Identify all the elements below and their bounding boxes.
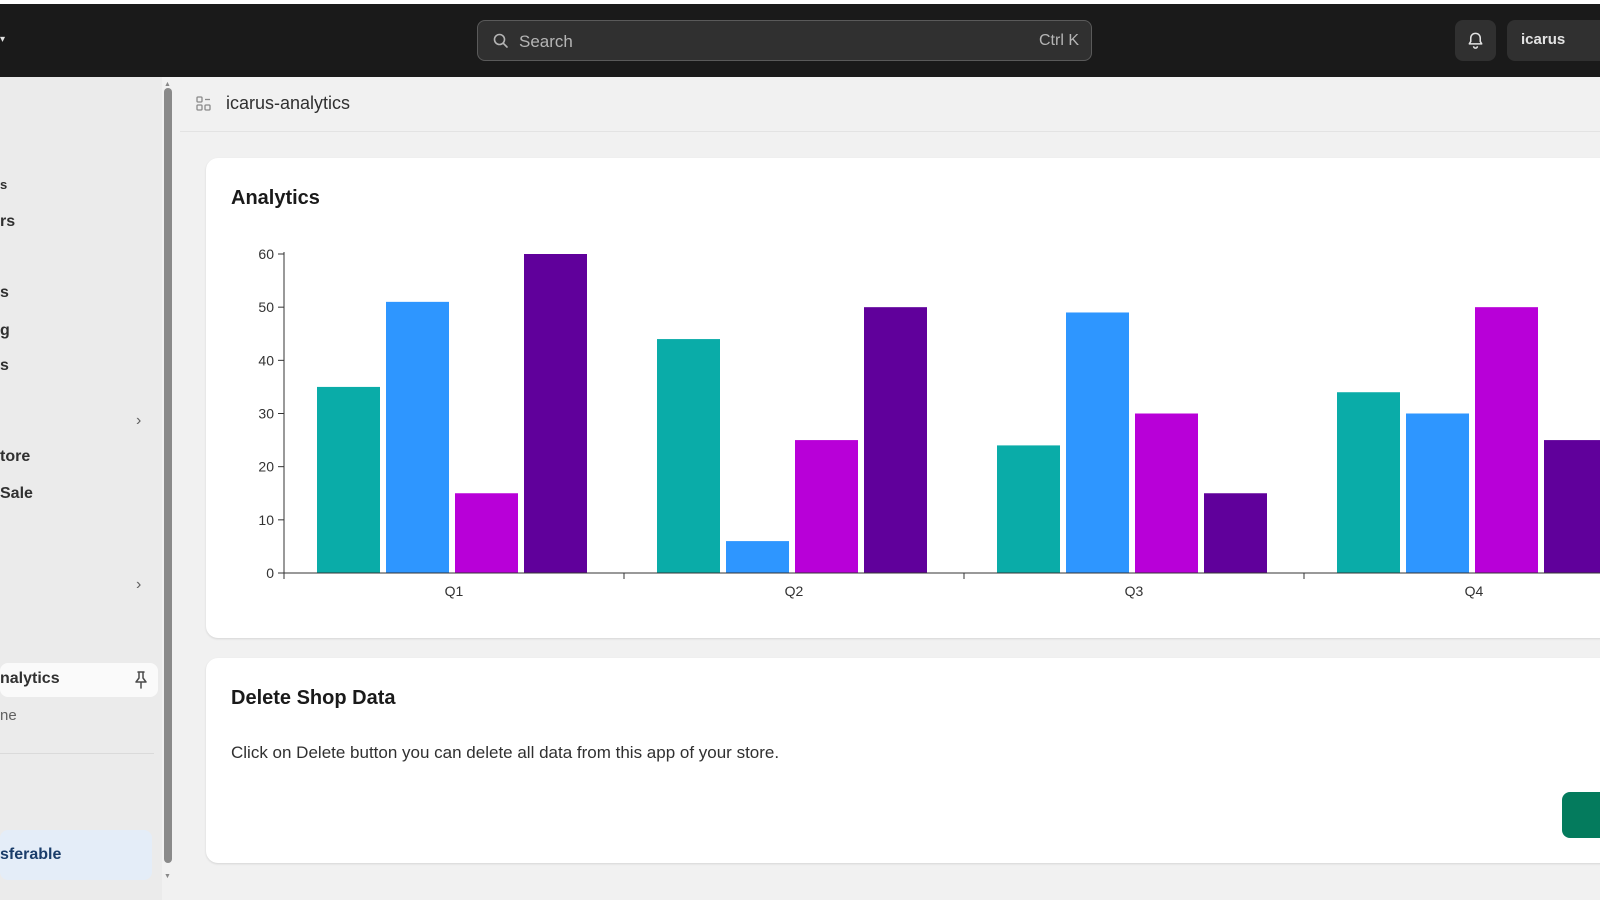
- sidebar-divider: [0, 753, 154, 754]
- analytics-card-title: Analytics: [231, 187, 320, 209]
- bell-icon: [1468, 32, 1483, 49]
- sidebar-item-5[interactable]: s: [0, 357, 9, 374]
- delete-shop-data-card: Delete Shop Data Click on Delete button …: [206, 658, 1600, 863]
- app-title-bar: icarus-analytics: [180, 77, 1600, 132]
- y-tick-label: 0: [266, 565, 274, 581]
- chart-bar: [726, 541, 789, 573]
- sidebar-item-1[interactable]: s: [0, 177, 8, 192]
- sidebar: s rs s g s › tore Sale › nalytics ne sfe…: [0, 77, 162, 900]
- chart-bar: [1337, 392, 1400, 573]
- app-icon: [196, 96, 211, 111]
- chart-bar: [1475, 307, 1538, 573]
- sidebar-scrollbar[interactable]: [164, 88, 172, 863]
- delete-button[interactable]: [1562, 792, 1600, 838]
- top-bar: ▾ Search Ctrl K icarus: [0, 0, 1600, 77]
- scroll-down-arrow[interactable]: ▼: [164, 873, 171, 880]
- y-tick-label: 40: [258, 352, 274, 368]
- sidebar-item-transferable-label: sferable: [0, 846, 62, 863]
- chart-bar: [1066, 312, 1129, 573]
- chart-bar: [455, 493, 518, 573]
- chart-bar: [1135, 413, 1198, 573]
- delete-card-description: Click on Delete button you can delete al…: [231, 743, 780, 762]
- sidebar-item-analytics-label: nalytics: [0, 670, 60, 687]
- chart-bar: [386, 301, 449, 573]
- sidebar-item-2[interactable]: rs: [0, 213, 16, 230]
- y-tick-label: 10: [258, 512, 274, 528]
- y-tick-label: 30: [258, 406, 274, 422]
- page-title: icarus-analytics: [226, 93, 351, 113]
- chart-bar: [795, 440, 858, 573]
- pin-icon[interactable]: [132, 670, 150, 690]
- y-tick-label: 50: [258, 299, 274, 315]
- chart-bar: [317, 386, 380, 573]
- sidebar-item-transferable[interactable]: [0, 830, 152, 880]
- x-tick-label: Q3: [1125, 583, 1144, 599]
- store-menu-button[interactable]: icarus: [1507, 20, 1600, 61]
- x-tick-label: Q2: [785, 583, 804, 599]
- x-tick-label: Q1: [445, 583, 464, 599]
- delete-card-title: Delete Shop Data: [231, 687, 396, 709]
- analytics-bar-chart: 0 10 20 30 40 50 60 Q1 Q2 Q3 Q4: [258, 246, 1600, 599]
- y-tick-label: 20: [258, 459, 274, 475]
- sidebar-item-3[interactable]: s: [0, 284, 9, 301]
- chart-bar: [524, 254, 587, 573]
- store-name: icarus: [1521, 31, 1566, 48]
- search-input[interactable]: Search Ctrl K: [477, 20, 1092, 61]
- sidebar-item-7[interactable]: Sale: [0, 485, 33, 502]
- sidebar-item-4[interactable]: g: [0, 322, 10, 339]
- chart-bar: [657, 339, 720, 573]
- chart-bar: [1204, 493, 1267, 573]
- expand-chevron-icon[interactable]: ›: [136, 576, 142, 593]
- notifications-button[interactable]: [1455, 20, 1496, 61]
- chart-bar: [1406, 413, 1469, 573]
- chart-bar: [997, 445, 1060, 573]
- search-shortcut: Ctrl K: [1039, 32, 1079, 49]
- expand-chevron-icon[interactable]: ›: [136, 412, 142, 429]
- chart-bar: [864, 307, 927, 573]
- search-placeholder: Search: [519, 32, 573, 51]
- search-icon: [493, 33, 508, 48]
- y-tick-label: 60: [258, 246, 274, 262]
- sidebar-item-6[interactable]: tore: [0, 448, 31, 465]
- chart-bar: [1544, 440, 1600, 573]
- sidebar-subitem-home[interactable]: ne: [0, 707, 17, 724]
- menu-chevron-icon[interactable]: ▾: [0, 34, 6, 45]
- scroll-up-arrow[interactable]: ▲: [164, 81, 171, 88]
- x-tick-label: Q4: [1465, 583, 1484, 599]
- sidebar-item-analytics[interactable]: [0, 663, 158, 697]
